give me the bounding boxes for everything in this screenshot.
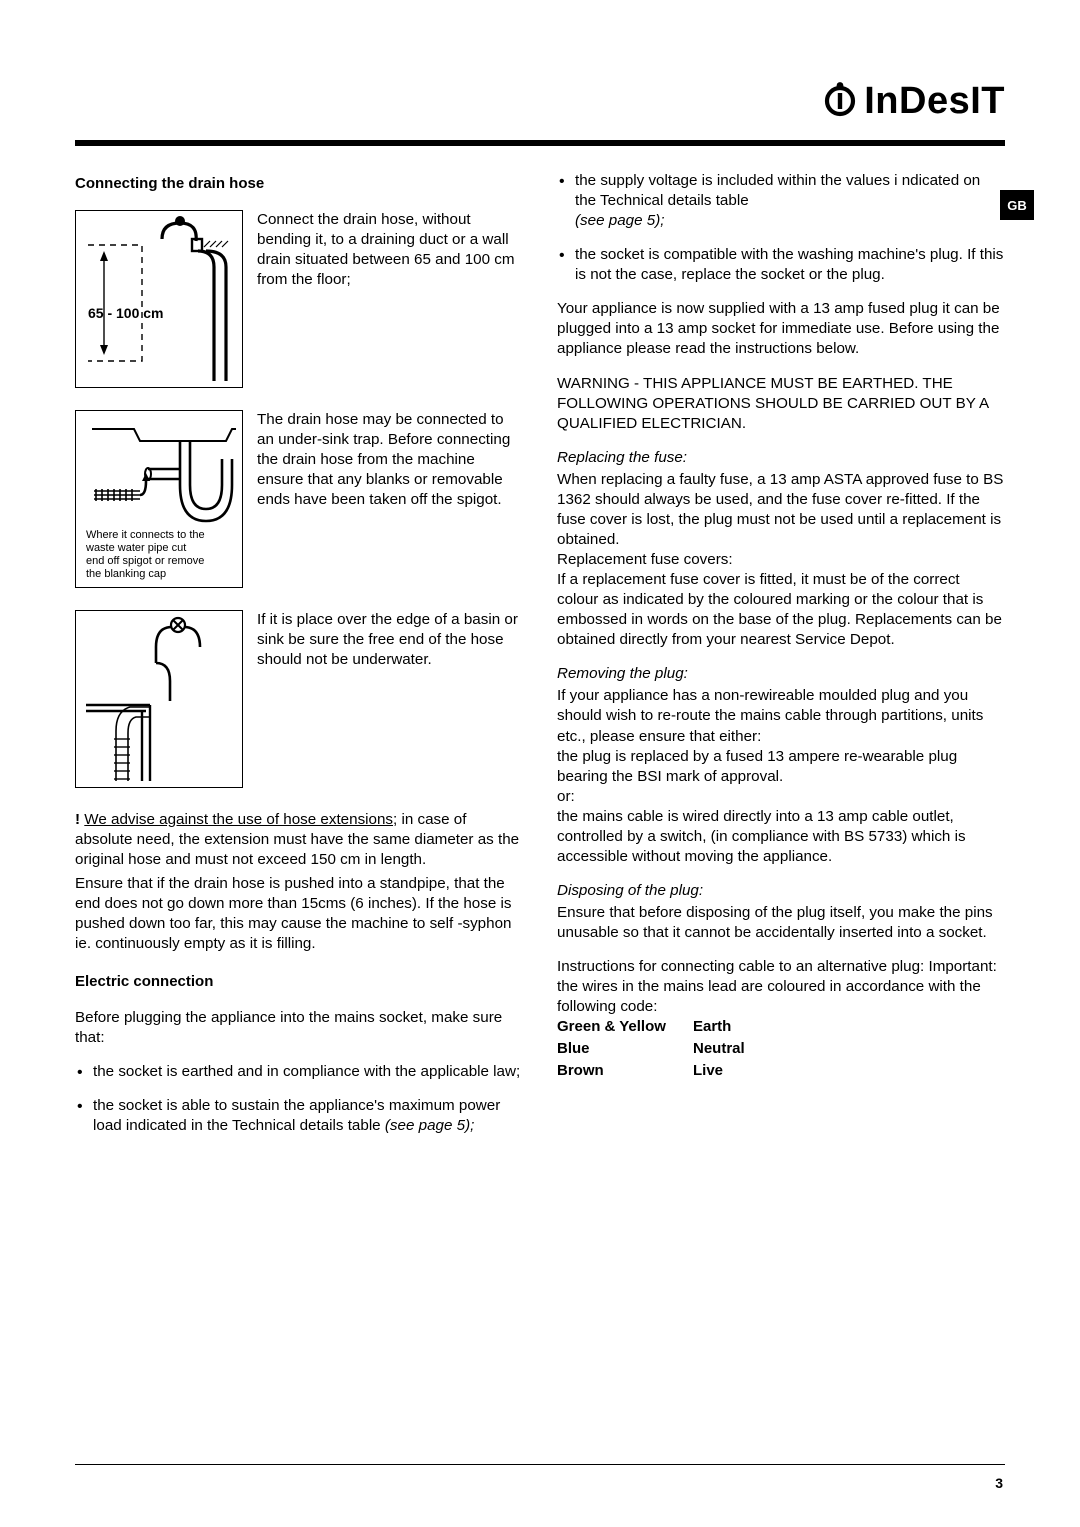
earth-warning: WARNING - THIS APPLIANCE MUST BE EARTHED… [557, 374, 1005, 434]
figure3-text: If it is place over the edge of a basin … [257, 610, 523, 788]
figure1-caption: 65 - 100 cm [88, 305, 164, 322]
left-column: Connecting the drain hose [75, 174, 523, 1150]
subhead-removeplug: Removing the plug: [557, 664, 1005, 684]
removeplug-p2: the plug is replaced by a fused 13 amper… [557, 747, 1005, 787]
figure1-text: Connect the drain hose, without bending … [257, 210, 523, 388]
fused-plug-note: Your appliance is now supplied with a 13… [557, 299, 1005, 359]
figure-drain-height: 65 - 100 cm [75, 210, 243, 388]
section-title-electric: Electric connection [75, 972, 523, 992]
brand-logo: InDesIT [822, 80, 1005, 123]
warning-extensions: ! We advise against the use of hose exte… [75, 810, 523, 870]
fuse-p2: Replacement fuse covers: [557, 550, 1005, 570]
bullet-earthed: the socket is earthed and in compliance … [75, 1062, 523, 1082]
brand-icon [822, 81, 858, 122]
altplug-intro: Instructions for connecting cable to an … [557, 957, 1005, 1017]
wire-c1: Green & Yellow [557, 1017, 693, 1037]
bullet-voltage: the supply voltage is included within th… [557, 171, 1005, 231]
removeplug-p3: the mains cable is wired directly into a… [557, 807, 1005, 867]
standpipe-note: Ensure that if the drain hose is pushed … [75, 874, 523, 954]
dispose-p: Ensure that before disposing of the plug… [557, 903, 1005, 943]
language-badge: GB [1000, 190, 1034, 220]
figure-sink-trap: Where it connects to the waste water pip… [75, 410, 243, 588]
page-number: 3 [995, 1475, 1003, 1491]
wire-c2: Blue [557, 1039, 693, 1059]
warning-underline: We advise against the use of hose extens… [84, 811, 393, 828]
figure-basin-edge [75, 610, 243, 788]
removeplug-p1: If your appliance has a non-rewireable m… [557, 686, 1005, 746]
section-title-drain: Connecting the drain hose [75, 174, 523, 194]
bullet-socket: the socket is compatible with the washin… [557, 245, 1005, 285]
wire-colour-table: Green & YellowEarth BlueNeutral BrownLiv… [557, 1017, 1005, 1080]
figure2-caption: Where it connects to the waste water pip… [86, 529, 206, 582]
fuse-p3: If a replacement fuse cover is fitted, i… [557, 570, 1005, 650]
wire-v2: Neutral [693, 1039, 1005, 1059]
right-column: the supply voltage is included within th… [557, 174, 1005, 1150]
wire-v3: Live [693, 1061, 1005, 1081]
footer-rule [75, 1464, 1005, 1466]
bang-icon: ! [75, 811, 80, 828]
wire-v1: Earth [693, 1017, 1005, 1037]
subhead-fuse: Replacing the fuse: [557, 448, 1005, 468]
fuse-p1: When replacing a faulty fuse, a 13 amp A… [557, 470, 1005, 550]
figure2-text: The drain hose may be connected to an un… [257, 410, 523, 588]
electric-intro: Before plugging the appliance into the m… [75, 1008, 523, 1048]
brand-name: InDesIT [864, 80, 1005, 123]
header-rule [75, 140, 1005, 146]
bullet-maxload: the socket is able to sustain the applia… [75, 1096, 523, 1136]
removeplug-or: or: [557, 787, 1005, 807]
wire-c3: Brown [557, 1061, 693, 1081]
subhead-dispose: Disposing of the plug: [557, 881, 1005, 901]
